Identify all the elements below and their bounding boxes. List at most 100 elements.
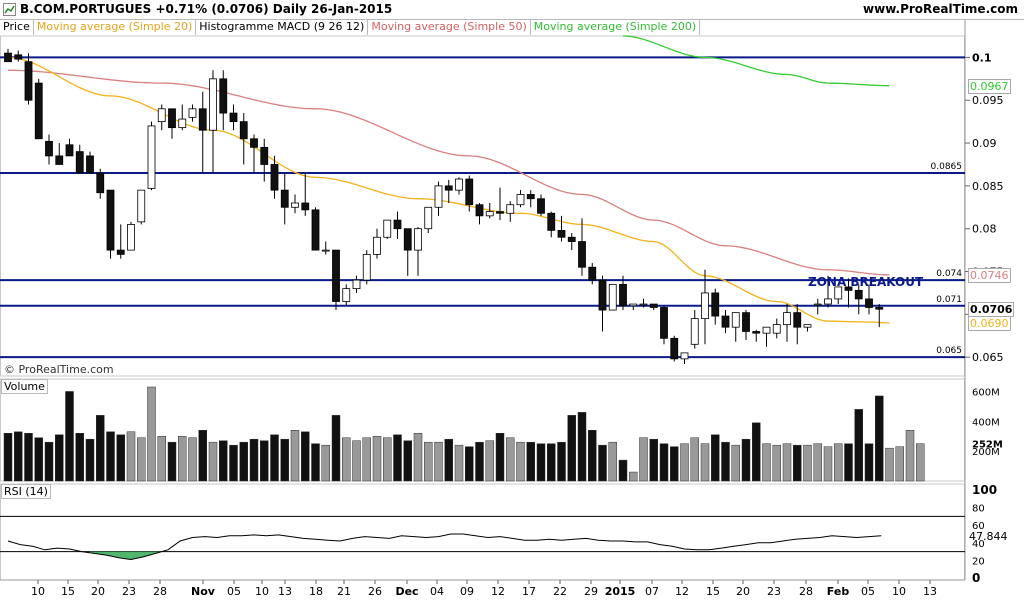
volume-bar-5 xyxy=(55,434,64,482)
volume-bar-14 xyxy=(147,386,156,482)
hline-label-4: 0.065 xyxy=(936,346,962,356)
candle-body-12 xyxy=(127,224,135,251)
candle-body-43 xyxy=(444,185,453,191)
volume-bar-47 xyxy=(485,440,494,482)
volume-bar-27 xyxy=(280,438,289,482)
support-resistance-lines: 0.0865 0.074 0.071 0.065 xyxy=(0,56,965,359)
candle-body-74 xyxy=(762,326,771,334)
volume-bar-66 xyxy=(680,443,689,482)
candle-body-46 xyxy=(475,204,484,217)
candle-body-15 xyxy=(157,108,166,123)
volume-bar-16 xyxy=(167,441,177,482)
xtick-label-24: 23 xyxy=(767,585,781,598)
volume-bar-37 xyxy=(383,437,392,482)
rsi-current-value: 47.844 xyxy=(969,530,1008,543)
candle-body-29 xyxy=(301,202,310,211)
candle-body-7 xyxy=(75,151,84,174)
indicator-legend: Price Moving average (Simple 20) Histogr… xyxy=(0,20,701,35)
volume-bar-39 xyxy=(403,440,412,482)
volume-bar-64 xyxy=(659,443,669,482)
candle-body-73 xyxy=(752,331,761,334)
candle-body-50 xyxy=(516,194,525,206)
candle-body-51 xyxy=(526,194,535,200)
volume-bar-28 xyxy=(290,430,300,482)
rsi-tick-2: 60 xyxy=(972,521,985,532)
candle-body-5 xyxy=(55,155,64,165)
volume-bar-29 xyxy=(301,431,310,482)
candle-body-36 xyxy=(373,236,381,255)
candle-body-69 xyxy=(711,292,720,317)
site-link[interactable]: www.ProRealTime.com xyxy=(863,2,1018,16)
volume-panel-title[interactable]: Volume xyxy=(1,379,48,394)
rsi-panel-title[interactable]: RSI (14) xyxy=(1,484,51,499)
volume-bar-41 xyxy=(424,441,433,482)
volume-bar-53 xyxy=(547,443,556,482)
rsi-panel[interactable] xyxy=(0,483,965,581)
rsi-line xyxy=(7,533,882,561)
candle-body-2 xyxy=(24,61,33,101)
price-tag-1: 0.0746 xyxy=(968,267,1011,283)
volume-bar-81 xyxy=(834,443,843,482)
xtick-label-22: 15 xyxy=(706,585,720,598)
volume-bar-52 xyxy=(536,443,546,482)
volume-bar-74 xyxy=(762,443,771,482)
candle-body-24 xyxy=(250,138,258,148)
volume-bar-11 xyxy=(116,434,125,482)
xtick-label-28: 10 xyxy=(892,585,906,598)
xtick-label-12: Dec xyxy=(395,585,418,598)
candle-body-60 xyxy=(619,283,627,307)
xtick-label-25: 28 xyxy=(799,585,813,598)
volume-bar-78 xyxy=(803,444,812,482)
volume-bar-8 xyxy=(85,438,95,482)
legend-ma200[interactable]: Moving average (Simple 200) xyxy=(530,20,701,35)
candle-body-68 xyxy=(701,292,709,320)
volume-bar-71 xyxy=(731,444,740,482)
candle-body-38 xyxy=(393,219,402,230)
volume-bar-63 xyxy=(649,438,658,482)
xtick-label-20: 07 xyxy=(645,585,659,598)
xtick-label-29: 13 xyxy=(923,585,937,598)
legend-ma20[interactable]: Moving average (Simple 20) xyxy=(33,20,197,35)
volume-bar-25 xyxy=(260,440,269,482)
rsi-series xyxy=(0,515,965,561)
volume-bar-89 xyxy=(916,443,925,482)
candle-body-67 xyxy=(690,318,699,345)
candle-body-39 xyxy=(403,228,412,251)
hline-label-3: 0.071 xyxy=(936,295,962,305)
xtick-label-0: 10 xyxy=(31,585,45,598)
volume-bar-10 xyxy=(106,431,115,482)
volume-bar-72 xyxy=(741,438,751,482)
chart-title: B.COM.PORTUGUES +0.71% (0.0706) Daily 26… xyxy=(20,2,393,16)
xtick-label-27: 05 xyxy=(861,585,875,598)
xtick-label-10: 21 xyxy=(337,585,351,598)
candle-body-1 xyxy=(14,54,23,60)
candle-body-45 xyxy=(465,178,474,206)
xtick-label-4: 28 xyxy=(153,585,167,598)
hline-label-2: 0.074 xyxy=(936,269,962,279)
candle-body-62 xyxy=(639,303,648,306)
candle-body-49 xyxy=(506,204,515,214)
candle-body-82 xyxy=(844,286,853,291)
volume-bar-20 xyxy=(208,441,218,482)
volume-bar-76 xyxy=(782,443,792,482)
legend-ma50[interactable]: Moving average (Simple 50) xyxy=(368,20,531,35)
xtick-label-13: 04 xyxy=(430,585,444,598)
candle-body-33 xyxy=(342,288,351,302)
candle-body-55 xyxy=(567,236,576,242)
candle-body-31 xyxy=(321,249,330,252)
candle-body-13 xyxy=(137,189,146,223)
volume-bars xyxy=(3,386,925,482)
candle-body-53 xyxy=(547,212,556,231)
legend-price[interactable]: Price xyxy=(0,20,34,35)
ytick-label-1: 0.095 xyxy=(972,94,1004,107)
copyright-text: © ProRealTime.com xyxy=(4,363,114,376)
candle-body-77 xyxy=(793,312,802,328)
volume-tick-2: 252M xyxy=(972,439,1003,450)
legend-macd[interactable]: Histogramme MACD (9 26 12) xyxy=(196,20,369,35)
candle-body-64 xyxy=(660,307,668,339)
volume-bar-50 xyxy=(516,441,525,482)
volume-bar-32 xyxy=(331,415,341,482)
xtick-label-17: 22 xyxy=(553,585,567,598)
ma200-line xyxy=(622,35,890,87)
